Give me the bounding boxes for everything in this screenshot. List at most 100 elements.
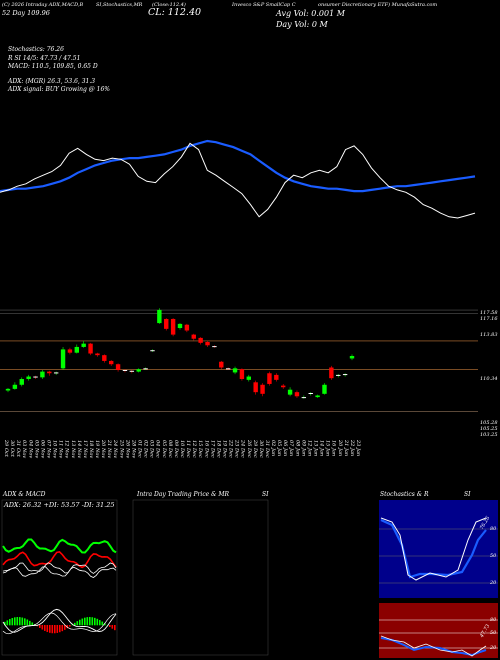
date-label: 02 Dec: [143, 440, 149, 458]
rsi-signal-line: [380, 635, 487, 657]
date-label: 19 Dec: [222, 440, 228, 458]
date-label: 11 Dec: [185, 440, 191, 458]
candle-body: [12, 384, 18, 389]
date-label: 06 Jan: [282, 440, 288, 456]
candle-body: [26, 376, 31, 380]
macd-bar: [66, 625, 69, 629]
etf-name: Invesco S&P SmallCap C: [232, 2, 296, 8]
rsi-tick-50: 50: [490, 630, 497, 636]
candlesticks: [5, 308, 355, 399]
main-price-chart: 29 Oct 30 Oct 31 Oct 03 Nov 04 Nov 05 Nov 06 N…: [0, 139, 478, 458]
macd-bar: [26, 619, 29, 626]
stoch-tick-50: 50: [490, 553, 497, 559]
date-label: 14 Nov: [76, 440, 82, 458]
macd-bar: [14, 617, 16, 626]
candle-body: [294, 392, 300, 397]
price-tick-5: 105.28: [480, 420, 498, 426]
candle-body: [102, 355, 107, 361]
date-label: 29 Oct: [3, 439, 9, 458]
candle-body: [60, 349, 66, 369]
date-label: 15 Dec: [197, 440, 203, 458]
price-line: [0, 142, 476, 219]
adx-panel-title: ADX & MACD: [3, 491, 46, 498]
macd-bar: [111, 625, 114, 629]
candle-body: [198, 337, 203, 343]
candle-body: [150, 350, 155, 352]
date-label: 05 Dec: [161, 440, 167, 458]
candle-body: [129, 370, 135, 372]
macd-bar: [79, 619, 81, 626]
date-label: 24 Nov: [112, 439, 118, 458]
candle-body: [143, 368, 148, 370]
stoch-readout: Stochastics: 76.26: [8, 46, 64, 53]
candle-body: [342, 374, 348, 376]
day-range: 52 Day 109.96: [2, 9, 50, 17]
stoch-tick-20: 20: [490, 580, 497, 586]
macd-bar: [16, 617, 19, 626]
date-label: 28 Nov: [130, 439, 136, 458]
date-label: 18 Nov: [88, 440, 94, 458]
candle-body: [219, 361, 224, 368]
candle-body: [122, 369, 128, 371]
date-label: 13 Jan: [313, 440, 319, 456]
macd-bar: [69, 625, 71, 627]
date-label: 05 Nov: [33, 440, 39, 458]
date-label: 21 Jan: [343, 439, 349, 456]
adx-readout: ADX: (MGR) 26.3, 53.6, 31.3: [8, 78, 96, 85]
macd-bar: [76, 621, 79, 626]
price-levels: [0, 309, 478, 412]
candle-body: [47, 371, 52, 374]
macd-bar: [41, 625, 44, 630]
macd-bar: [64, 625, 66, 630]
macd-bar: [39, 625, 41, 628]
candle-body: [177, 323, 183, 329]
minus-di-line: [2, 551, 117, 569]
indicator-list: SI,Stochastics,MR: [96, 2, 143, 8]
date-label: 24 Dec: [240, 439, 246, 458]
macd-bar: [96, 618, 99, 626]
price-tick-2: 117.16: [480, 316, 498, 322]
macd-bar: [81, 618, 84, 626]
avg-volume: Avg Vol: 0.001 M: [276, 9, 345, 18]
day-volume: Day Vol: 0 M: [276, 20, 328, 29]
adx-panel-values: ADX: 26.32 +DI: 53.57 -DI: 31.25: [4, 501, 115, 509]
macd-bar: [86, 617, 89, 626]
macd-bar: [9, 619, 11, 626]
macd-bar: [11, 618, 14, 626]
candle-body: [281, 385, 286, 388]
candle-body: [239, 369, 245, 380]
macd-bar: [6, 620, 9, 626]
candle-body: [205, 342, 210, 346]
macd-histogram: [2, 608, 117, 635]
date-label: 11 Nov: [58, 440, 64, 458]
date-label: 08 Jan: [294, 440, 300, 456]
candle-body: [260, 384, 265, 394]
macd-bar: [29, 620, 31, 626]
macd-bar: [99, 620, 101, 626]
rsi-tick-80: 80: [490, 617, 497, 623]
macd-bar: [24, 618, 26, 626]
date-label: 09 Jan: [300, 440, 306, 456]
rsi-lines: [379, 619, 498, 657]
candle-body: [109, 360, 114, 365]
candle-body: [33, 376, 38, 378]
candle-body: [253, 382, 258, 393]
macd-bar: [94, 617, 96, 626]
macd-bar: [49, 625, 51, 633]
date-label: 10 Nov: [52, 440, 58, 458]
price-tick-6: 105.25: [480, 426, 498, 432]
candle-body: [212, 346, 217, 348]
date-label: 12 Nov: [64, 440, 70, 458]
candle-body: [136, 369, 141, 372]
candle-body: [322, 384, 327, 394]
macd-bar: [19, 617, 21, 626]
price-tick-7: 103.25: [480, 432, 498, 438]
macd-bar: [89, 617, 91, 626]
candle-body: [349, 355, 355, 359]
candle-body: [95, 353, 100, 356]
date-label: 26 Nov: [124, 439, 130, 458]
candle-body: [315, 395, 320, 398]
stoch-panel-title: Stochastics & R: [380, 491, 429, 498]
date-label: 09 Dec: [173, 440, 179, 458]
